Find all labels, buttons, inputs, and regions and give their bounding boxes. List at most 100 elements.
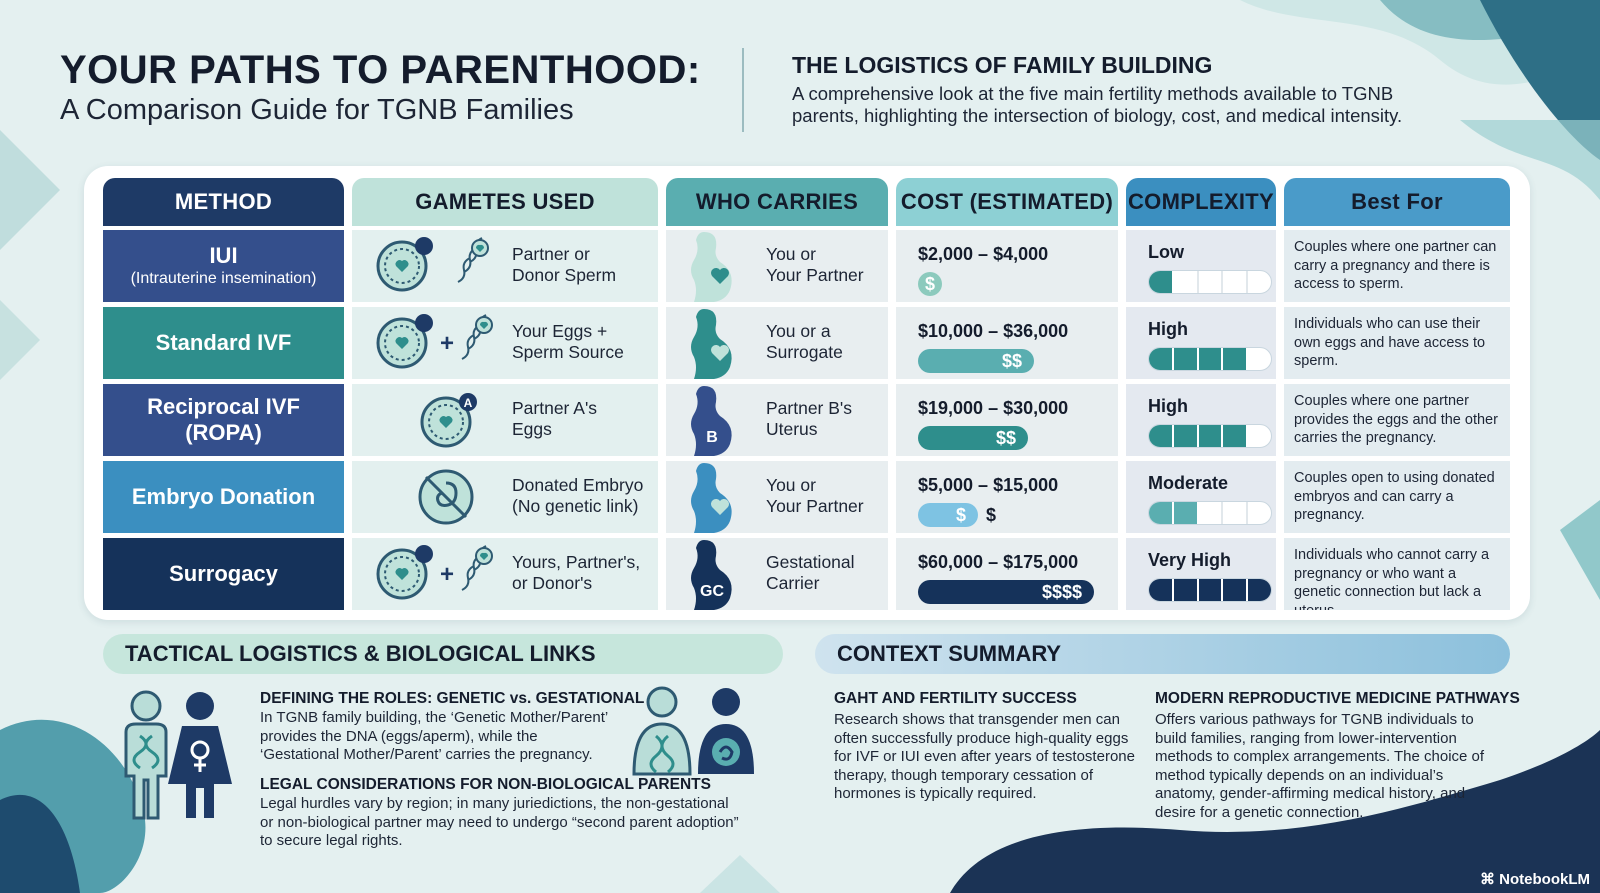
- gametes-line: Donated Embryo: [512, 475, 644, 495]
- egg-plus-sperm-icon: +: [376, 314, 493, 369]
- column-header-complexity: COMPLEXITY: [1126, 178, 1276, 226]
- carrier-line: Uterus: [766, 419, 818, 439]
- complexity-meter: [1148, 347, 1272, 371]
- carrier-cell: GC Gestational Carrier: [666, 538, 888, 610]
- column-header-best-for: Best For: [1284, 178, 1510, 226]
- best-for-cell: Individuals who cannot carry a pregnancy…: [1284, 538, 1510, 610]
- complexity-segment: [1198, 579, 1224, 601]
- method-name: Surrogacy: [169, 561, 278, 586]
- method-name: Embryo Donation: [131, 484, 316, 509]
- roles-text: In TGNB family building, the ‘Genetic Mo…: [260, 709, 608, 763]
- gametes-text: Donated Embryo (No genetic link): [512, 475, 652, 517]
- egg-plus-sperm-icon: +: [376, 545, 493, 600]
- complexity-segment: [1174, 271, 1199, 293]
- gaht-heading: GAHT AND FERTILITY SUCCESS: [834, 690, 1077, 707]
- svg-text:+: +: [440, 330, 454, 357]
- legal-text: Legal hurdles vary by region; in many ju…: [260, 795, 739, 849]
- complexity-segment: [1198, 425, 1224, 447]
- complexity-segment: [1149, 425, 1174, 447]
- carrier-line: Partner B's: [766, 398, 853, 418]
- best-for-cell: Couples open to using donated embryos an…: [1284, 461, 1510, 533]
- method-subtitle: (Intrauterine insemination): [130, 270, 317, 287]
- gametes-cell: + Your Eggs + Sperm Source: [352, 307, 658, 379]
- method-cell: Surrogacy: [103, 538, 344, 610]
- context-title: CONTEXT SUMMARY: [837, 641, 1062, 666]
- gametes-line: Sperm Source: [512, 342, 624, 362]
- complexity-segment: [1173, 425, 1199, 447]
- complexity-segment: [1248, 502, 1271, 524]
- complexity-meter: [1148, 578, 1272, 602]
- complexity-segment: [1223, 579, 1249, 601]
- carrier-cell: B Partner B's Uterus: [666, 384, 888, 456]
- pregnant-person-icon: GC: [691, 540, 732, 610]
- carrier-text: You or a Surrogate: [766, 321, 886, 363]
- complexity-level: Low: [1148, 242, 1184, 262]
- method-cell: Embryo Donation: [103, 461, 344, 533]
- carrier-cell: You or Your Partner: [666, 230, 888, 302]
- pregnant-person-icon: [691, 232, 732, 302]
- svg-text:GC: GC: [700, 583, 724, 600]
- complexity-segment: [1248, 271, 1271, 293]
- carrier-cell: You or a Surrogate: [666, 307, 888, 379]
- method-cell: IUI (Intrauterine insemination): [103, 230, 344, 302]
- roles-heading: DEFINING THE ROLES: GENETIC vs. GESTATIO…: [260, 690, 645, 707]
- complexity-meter: [1148, 424, 1272, 448]
- best-for-cell: Couples where one partner can carry a pr…: [1284, 230, 1510, 302]
- egg-a-icon: A: [420, 393, 477, 448]
- notebooklm-icon: ⌘: [1480, 871, 1500, 888]
- method-cell: Reciprocal IVF (ROPA): [103, 384, 344, 456]
- cost-pill: $: [918, 503, 978, 527]
- egg-and-sperm-icon: [376, 237, 489, 292]
- gametes-text: Yours, Partner's, or Donor's: [512, 552, 652, 594]
- cost-pill: $$: [918, 349, 1034, 373]
- cost-range: $2,000 – $4,000: [918, 244, 1049, 264]
- brand-label: ⌘ NotebookLM: [1480, 870, 1590, 888]
- svg-text:A: A: [464, 396, 473, 410]
- complexity-cell: High: [1126, 307, 1276, 379]
- best-for-text: Individuals who cannot carry a pregnancy…: [1294, 547, 1490, 610]
- tactical-title: TACTICAL LOGISTICS & BIOLOGICAL LINKS: [125, 641, 596, 666]
- gametes-cell: + Yours, Partner's, or Donor's: [352, 538, 658, 610]
- carrier-text: Partner B's Uterus: [766, 398, 886, 440]
- page-subtitle: A Comparison Guide for TGNB Families: [60, 94, 574, 126]
- best-for-cell: Individuals who can use their own eggs a…: [1284, 307, 1510, 379]
- context-banner: CONTEXT SUMMARY: [815, 634, 1510, 674]
- gametes-cell: Partner or Donor Sperm: [352, 230, 658, 302]
- gametes-text: Partner A's Eggs: [512, 398, 652, 440]
- complexity-level: High: [1148, 396, 1188, 416]
- complexity-segment: [1149, 271, 1174, 293]
- complexity-segment: [1248, 348, 1271, 370]
- gametes-line: Eggs: [512, 419, 552, 439]
- complexity-segment: [1199, 502, 1224, 524]
- complexity-segment: [1223, 502, 1249, 524]
- cost-range: $10,000 – $36,000: [918, 321, 1069, 341]
- complexity-segment: [1223, 348, 1249, 370]
- complexity-level: Moderate: [1148, 473, 1229, 493]
- best-for-text: Couples where one partner provides the e…: [1294, 393, 1498, 446]
- cost-pill: $$$$: [918, 580, 1094, 604]
- carrier-line: Your Partner: [766, 265, 864, 285]
- cost-pill: $$: [918, 426, 1028, 450]
- modern-heading: MODERN REPRODUCTIVE MEDICINE PATHWAYS: [1155, 690, 1520, 707]
- svg-text:+: +: [440, 561, 454, 588]
- logistics-title: THE LOGISTICS OF FAMILY BUILDING: [792, 52, 1213, 78]
- gametes-line: (No genetic link): [512, 496, 639, 516]
- gametes-line: Partner A's: [512, 398, 598, 418]
- complexity-cell: Low: [1126, 230, 1276, 302]
- svg-text:B: B: [706, 429, 718, 446]
- carrier-line: Surrogate: [766, 342, 843, 362]
- carrier-cell: You or Your Partner: [666, 461, 888, 533]
- carrier-text: Gestational Carrier: [766, 552, 886, 594]
- method-cell: Standard IVF: [103, 307, 344, 379]
- complexity-cell: Very High: [1126, 538, 1276, 610]
- pregnant-person-icon: [691, 463, 732, 533]
- dna-and-pregnancy-icon: [632, 686, 754, 776]
- complexity-meter: [1148, 270, 1272, 294]
- carrier-line: Your Partner: [766, 496, 864, 516]
- gametes-line: Partner or: [512, 244, 590, 264]
- cost-cell: $2,000 – $4,000 $: [896, 230, 1118, 302]
- cost-cell: $5,000 – $15,000 $ $: [896, 461, 1118, 533]
- legal-heading: LEGAL CONSIDERATIONS FOR NON-BIOLOGICAL …: [260, 776, 711, 793]
- complexity-segment: [1149, 502, 1174, 524]
